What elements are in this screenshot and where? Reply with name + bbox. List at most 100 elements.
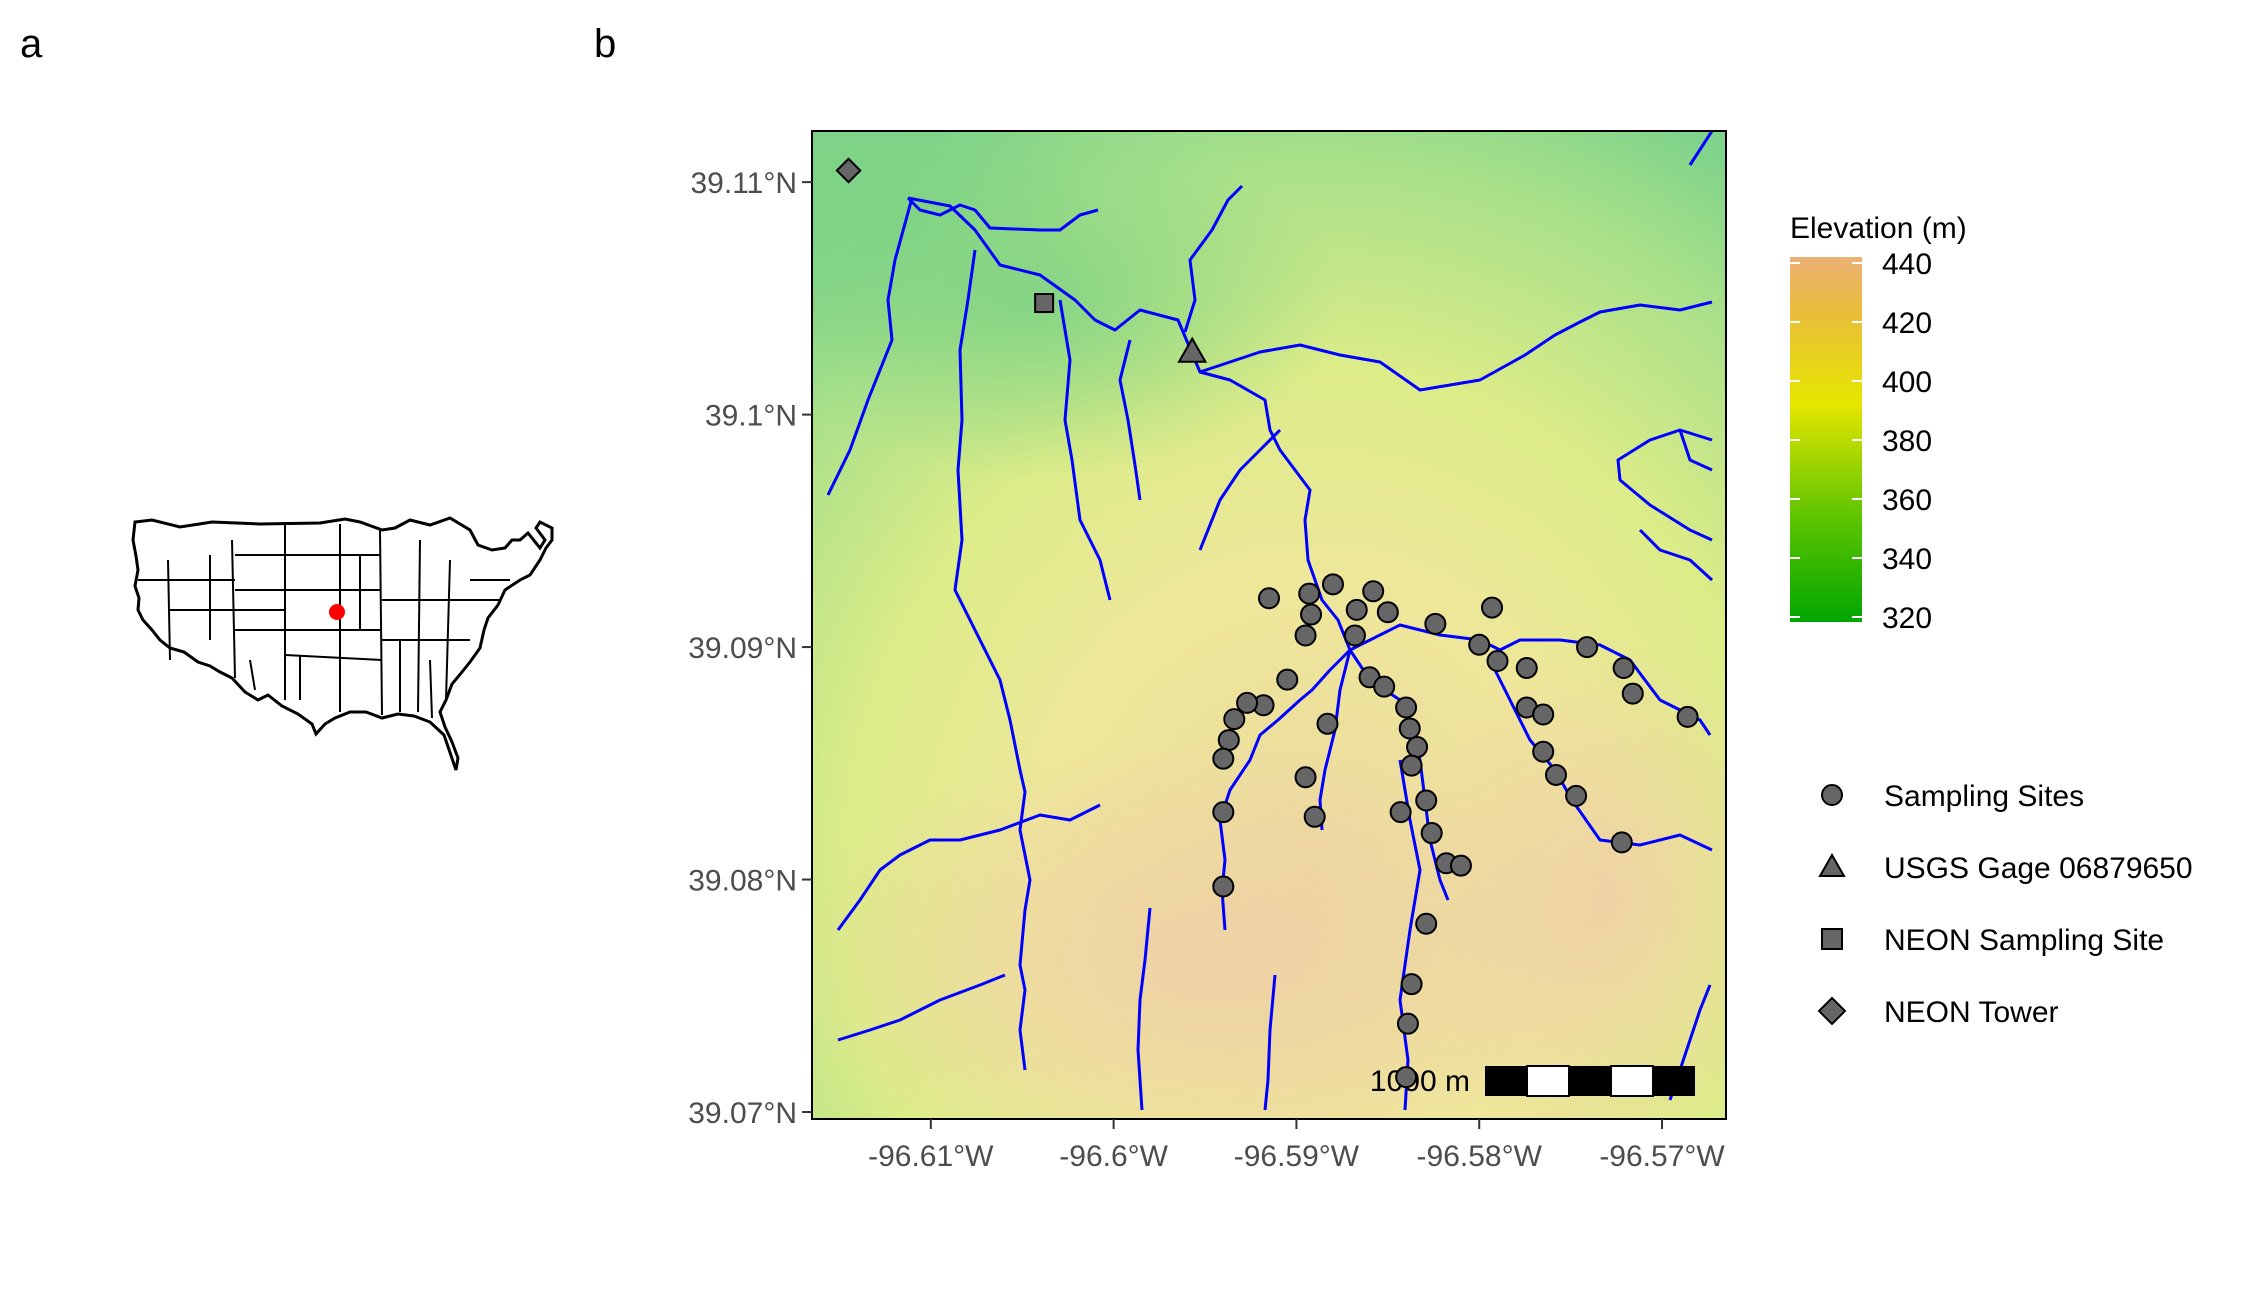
study-site-marker <box>329 604 345 620</box>
sampling-site-point <box>1212 747 1235 770</box>
sampling-site-point <box>1406 736 1429 759</box>
sampling-site-point <box>1468 633 1491 656</box>
x-tick-label: -96.59°W <box>1234 1140 1360 1173</box>
y-tick-label: 39.11°N <box>690 167 797 200</box>
x-tick-label: -96.57°W <box>1599 1140 1725 1173</box>
x-tick-label: -96.61°W <box>868 1140 994 1173</box>
sampling-site-point <box>1303 805 1326 828</box>
stream-main-channel <box>907 196 1713 392</box>
stream-northwest-branch <box>906 196 1099 232</box>
scale-bar: 1000 m <box>1370 1065 1695 1098</box>
colorbar-tick-label: 340 <box>1882 543 1932 576</box>
sampling-site-point <box>1449 854 1472 877</box>
legend-label: USGS Gage 06879650 <box>1884 852 2193 885</box>
y-tick-label: 39.1°N <box>705 400 797 433</box>
sampling-site-point <box>1373 675 1396 698</box>
stream-west-tributary <box>953 249 1032 1071</box>
elevation-colorbar <box>1790 257 1862 622</box>
sampling-site-point <box>1398 717 1421 740</box>
stream-west-fork <box>1218 648 1352 931</box>
stream-south-fork <box>1398 759 1422 1111</box>
sampling-site-point <box>1515 657 1538 680</box>
sampling-site-point <box>1676 705 1699 728</box>
sampling-site-point <box>1420 822 1443 845</box>
legend-label: NEON Sampling Site <box>1884 924 2164 957</box>
sampling-site-point <box>1424 612 1447 635</box>
us-outline <box>131 516 554 771</box>
sampling-site-point <box>1396 1012 1419 1035</box>
sampling-site-point <box>1298 582 1321 605</box>
sampling-site-point <box>1415 912 1438 935</box>
stream-southwest-2 <box>837 973 1006 1042</box>
y-axis: 39.11°N 39.1°N 39.09°N 39.08°N 39.07°N <box>688 167 812 1130</box>
sampling-site-point <box>1544 763 1567 786</box>
map-border <box>811 130 1727 1120</box>
colorbar-tick-label: 320 <box>1882 602 1932 635</box>
sampling-site-point <box>1316 712 1339 735</box>
sampling-site-point <box>1276 668 1299 691</box>
sampling-site-point <box>1376 601 1399 624</box>
stream-north-tributary <box>1118 339 1142 501</box>
sampling-site-point <box>1217 729 1240 752</box>
legend-symbol-triangle <box>1818 852 1846 877</box>
sampling-site-point <box>1621 682 1644 705</box>
legend-label: Sampling Sites <box>1884 780 2084 813</box>
stream-central <box>1199 370 1352 651</box>
sampling-site-point <box>1212 801 1235 824</box>
sampling-site-point <box>1400 754 1423 777</box>
sampling-site-point <box>1343 624 1366 647</box>
sampling-site-point <box>1532 703 1555 726</box>
sampling-site-point <box>1610 831 1633 854</box>
stream-far-east <box>1678 429 1713 472</box>
stream-northwest-tributary <box>826 197 914 496</box>
sampling-site-point <box>1389 801 1412 824</box>
lowland-northwest <box>812 131 1100 380</box>
colorbar-tick-label: 360 <box>1882 484 1932 517</box>
sampling-site-point <box>1532 740 1555 763</box>
sampling-site-point <box>1481 596 1504 619</box>
legend-label: NEON Tower <box>1884 996 2059 1029</box>
colorbar-tick-label: 400 <box>1882 366 1932 399</box>
stream-middle-fork <box>1318 649 1352 831</box>
stream-north-tributary-2 <box>1183 184 1244 333</box>
elevation-legend-title: Elevation (m) <box>1790 212 1967 245</box>
sampling-site-point <box>1612 657 1635 680</box>
sampling-site-point <box>1400 973 1423 996</box>
sampling-site-point <box>1345 598 1368 621</box>
stream-southwest-1 <box>836 803 1101 931</box>
legend-symbol-circle <box>1821 784 1843 806</box>
upland-southeast <box>1400 640 1726 1119</box>
colorbar-tick-label: 440 <box>1882 248 1932 281</box>
inset-us-map <box>131 516 554 771</box>
sampling-site-point <box>1236 691 1259 714</box>
panel-label-b: b <box>594 22 617 66</box>
x-tick-label: -96.58°W <box>1417 1140 1543 1173</box>
y-tick-label: 39.08°N <box>688 865 797 898</box>
colorbar-tick-label: 380 <box>1882 425 1932 458</box>
stream-west-tributary-2 <box>1058 299 1112 601</box>
sampling-site-point <box>1486 650 1509 673</box>
scale-bar-label: 1000 m <box>1370 1065 1470 1098</box>
colorbar-tick-label: 420 <box>1882 307 1932 340</box>
stream-south-1 <box>1136 907 1152 1111</box>
state-borders <box>138 522 510 719</box>
neon-sampling-site-point <box>1034 293 1055 314</box>
legend-symbol-diamond <box>1817 996 1847 1026</box>
sampling-site-point <box>1212 875 1235 898</box>
stream-northeast-corner <box>1688 131 1714 166</box>
sampling-site-point <box>1395 696 1418 719</box>
point-layer <box>835 157 1699 1089</box>
sampling-site-point <box>1362 580 1385 603</box>
sampling-site-point <box>1321 573 1344 596</box>
y-tick-label: 39.09°N <box>688 632 797 665</box>
usgs-gage-point <box>1177 336 1208 363</box>
stream-east-2 <box>1638 528 1714 582</box>
y-tick-label: 39.07°N <box>688 1097 797 1130</box>
sampling-site-point <box>1258 587 1280 610</box>
sampling-site-point <box>1395 1066 1418 1089</box>
sampling-site-point <box>1300 603 1323 626</box>
x-tick-label: -96.6°W <box>1059 1140 1168 1173</box>
legend-symbol-square <box>1821 928 1843 950</box>
sampling-site-point <box>1565 784 1588 807</box>
sampling-site-point <box>1294 766 1317 789</box>
